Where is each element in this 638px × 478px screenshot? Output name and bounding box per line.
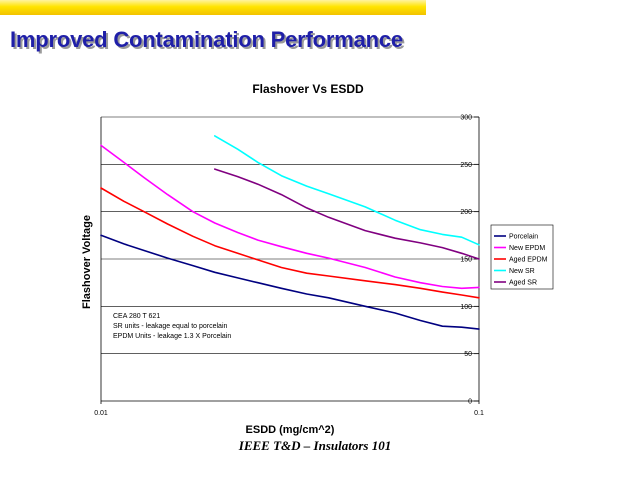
x-axis-label: ESDD (mg/cm^2) [246, 424, 335, 436]
legend-label: New EPDM [509, 245, 545, 252]
grid [101, 116, 479, 354]
title-accent-bar [0, 0, 426, 15]
legend-label: Aged SR [509, 280, 537, 287]
slide-footer: IEEE T&D – Insulators 101 [0, 438, 638, 454]
y-tick-label: 200 [460, 209, 472, 216]
legend-label: Aged EPDM [509, 257, 548, 264]
series-line-aged-epdm [100, 187, 480, 299]
y-tick-label: 150 [460, 257, 472, 264]
y-tick-label: 50 [464, 351, 472, 358]
axes: 0 50 100 150 200 250 300 0.01 0.1 [94, 115, 484, 418]
y-axis-label: Flashover Voltage [81, 215, 93, 309]
annotation-line: EPDM Units - leakage 1.3 X Porcelain [113, 333, 231, 340]
slide-title: Improved Contamination Performance [10, 27, 403, 52]
chart-title: Flashover Vs ESDD [252, 82, 364, 96]
series-line-new-epdm [100, 144, 480, 290]
annotation-line: CEA 280 T 621 [113, 313, 160, 320]
series-lines [100, 135, 480, 330]
series-line-new-sr [214, 135, 480, 246]
annotation-line: SR units - leakage equal to porcelain [113, 323, 228, 330]
legend: Porcelain New EPDM Aged EPDM New SR Aged SR [490, 224, 554, 290]
y-tick-label: 250 [460, 162, 472, 169]
legend-label: Porcelain [509, 234, 538, 241]
chart-annotation: CEA 280 T 621 SR units - leakage equal to… [113, 313, 231, 340]
x-tick-label: 0.01 [94, 410, 108, 417]
y-tick-label: 300 [460, 115, 472, 122]
footer-text: IEEE T&D – Insulators 101 [238, 438, 392, 453]
series-line-porcelain [100, 234, 480, 330]
x-tick-label: 0.1 [474, 410, 484, 417]
legend-label: New SR [509, 268, 535, 275]
series-line-aged-sr [214, 168, 480, 260]
y-tick-label: 0 [468, 399, 472, 406]
y-tick-label: 100 [460, 304, 472, 311]
